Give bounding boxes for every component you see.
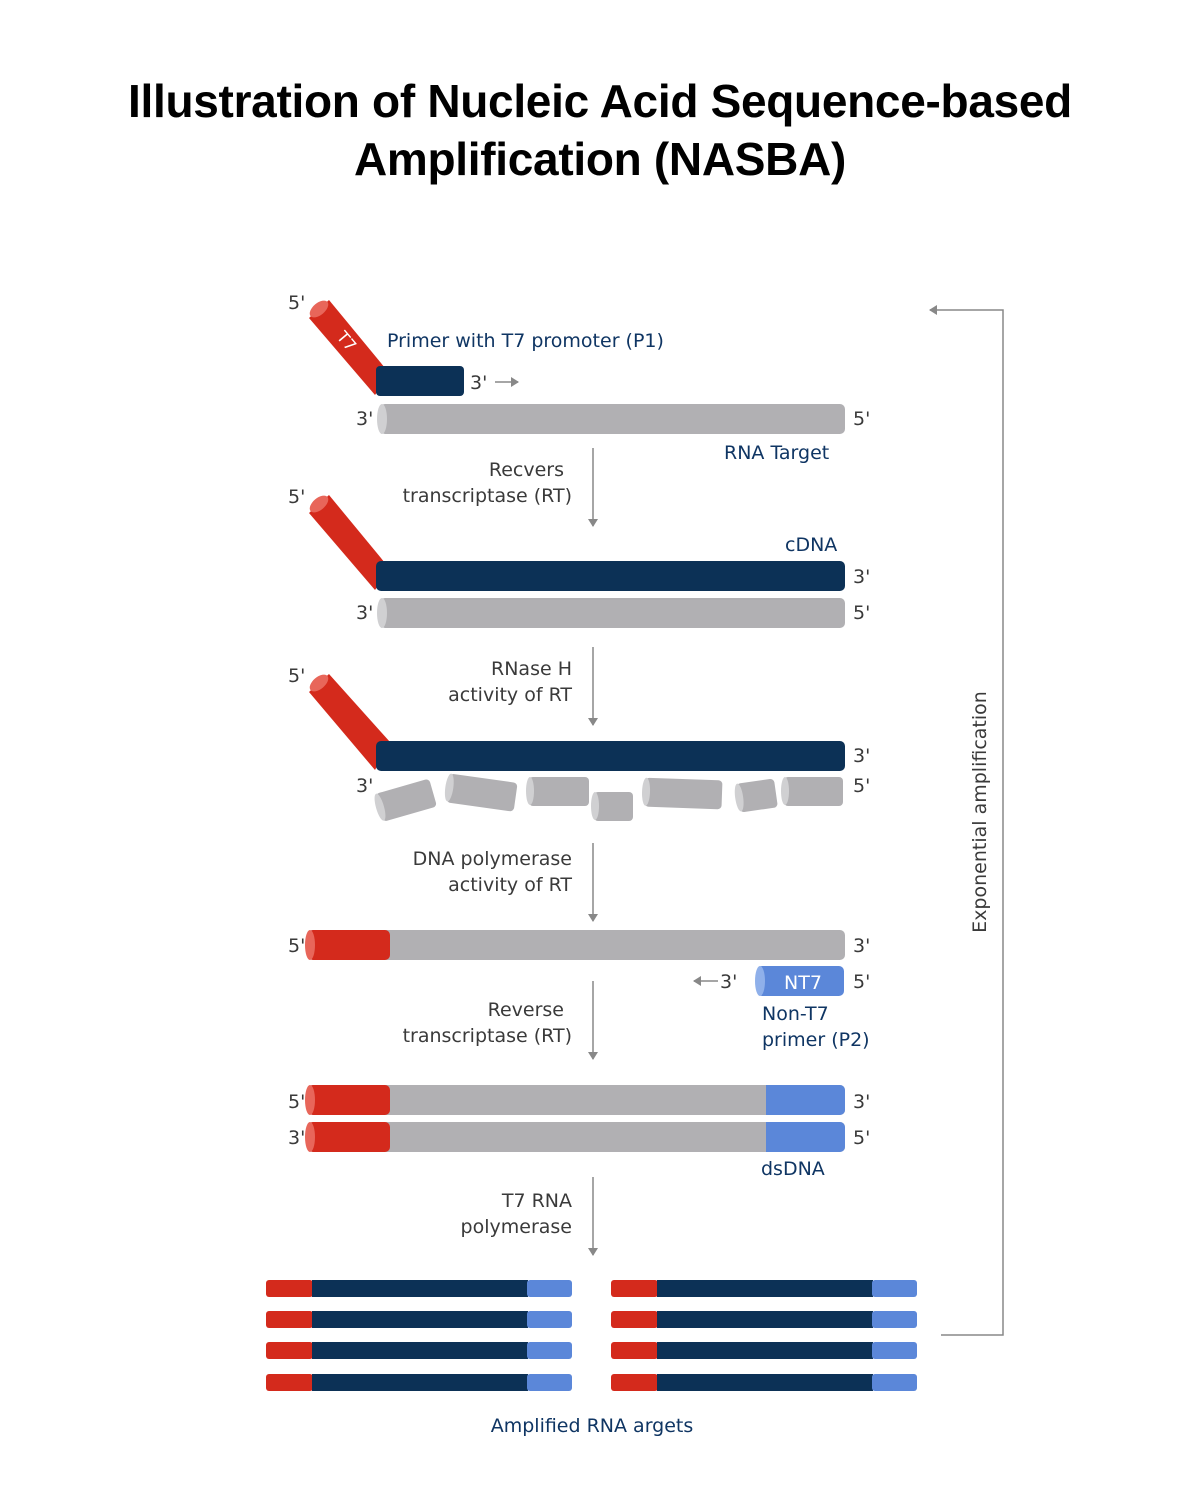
exponential-loop-arrow xyxy=(929,305,1004,1336)
amplified-rna-strand xyxy=(611,1342,917,1359)
amplified-rna-group-left xyxy=(266,1280,572,1391)
amplified-rna-group-right xyxy=(611,1280,917,1391)
red-gray-strand xyxy=(305,930,845,960)
arrow2-line1: RNase H xyxy=(491,658,572,680)
arrow1-line2: transcriptase (RT) xyxy=(403,485,572,507)
end-label: 3' xyxy=(720,971,737,993)
end-label: 3' xyxy=(288,1127,305,1149)
amplified-rna-strand xyxy=(611,1374,917,1391)
end-label: 5' xyxy=(288,292,305,314)
end-label: 3' xyxy=(853,1091,870,1113)
degraded-rna-fragments xyxy=(374,773,843,821)
amplified-rna-label: Amplified RNA argets xyxy=(491,1415,694,1437)
amplified-rna-strand xyxy=(266,1342,572,1359)
end-label: 3' xyxy=(356,775,373,797)
cdna-label: cDNA xyxy=(785,534,837,556)
amplified-rna-strand xyxy=(611,1280,917,1297)
end-label: 5' xyxy=(853,408,870,430)
arrow5-line1: T7 RNA xyxy=(501,1190,572,1212)
t7-promoter-segment xyxy=(309,495,390,590)
arrow5-line2: polymerase xyxy=(461,1216,572,1238)
amplified-rna-strand xyxy=(266,1311,572,1328)
dsdna-bottom-strand xyxy=(305,1122,845,1152)
dsdna-top-strand xyxy=(305,1085,845,1115)
arrow3-line2: activity of RT xyxy=(448,874,572,896)
primer-p1-label: Primer with T7 promoter (P1) xyxy=(387,330,664,352)
arrow1-line1: Recvers xyxy=(489,459,564,481)
page-title: Illustration of Nucleic Acid Sequence-ba… xyxy=(0,72,1200,188)
t7-promoter-segment xyxy=(309,300,390,395)
end-label: 3' xyxy=(853,745,870,767)
arrow2-line2: activity of RT xyxy=(448,684,572,706)
end-label: 3' xyxy=(853,566,870,588)
primer-p2-line2: primer (P2) xyxy=(762,1029,870,1051)
end-label: 5' xyxy=(853,1127,870,1149)
arrow4-line2: transcriptase (RT) xyxy=(403,1025,572,1047)
cdna-strand xyxy=(376,741,845,771)
arrow3-line1: DNA polymerase xyxy=(413,848,572,870)
rna-target-strand xyxy=(377,404,845,434)
amplified-rna-strand xyxy=(611,1311,917,1328)
end-label: 5' xyxy=(288,935,305,957)
end-label: 3' xyxy=(853,935,870,957)
amplified-rna-strand xyxy=(266,1280,572,1297)
title-line-2: Amplification (NASBA) xyxy=(353,133,847,185)
end-label: 5' xyxy=(853,775,870,797)
t7-promoter-segment xyxy=(309,674,390,770)
exponential-amplification-label: Exponential amplification xyxy=(969,691,991,933)
end-label: 3' xyxy=(356,408,373,430)
cdna-strand xyxy=(376,561,845,591)
title-line-1: Illustration of Nucleic Acid Sequence-ba… xyxy=(128,75,1072,127)
end-label: 3' xyxy=(470,372,487,394)
amplified-rna-strand xyxy=(266,1374,572,1391)
end-label: 5' xyxy=(288,1091,305,1113)
nt7-tag: NT7 xyxy=(784,972,822,994)
arrow4-line1: Reverse xyxy=(488,999,564,1021)
end-label: 5' xyxy=(288,486,305,508)
end-label: 3' xyxy=(356,602,373,624)
end-label: 5' xyxy=(853,602,870,624)
primer-p1-strand xyxy=(376,366,464,396)
end-label: 5' xyxy=(853,971,870,993)
end-label: 5' xyxy=(288,665,305,687)
non-t7-primer-strand xyxy=(755,966,844,996)
dsdna-label: dsDNA xyxy=(761,1158,825,1180)
rna-target-strand xyxy=(377,598,845,628)
rna-target-label: RNA Target xyxy=(724,442,829,464)
primer-p2-line1: Non-T7 xyxy=(762,1003,829,1025)
